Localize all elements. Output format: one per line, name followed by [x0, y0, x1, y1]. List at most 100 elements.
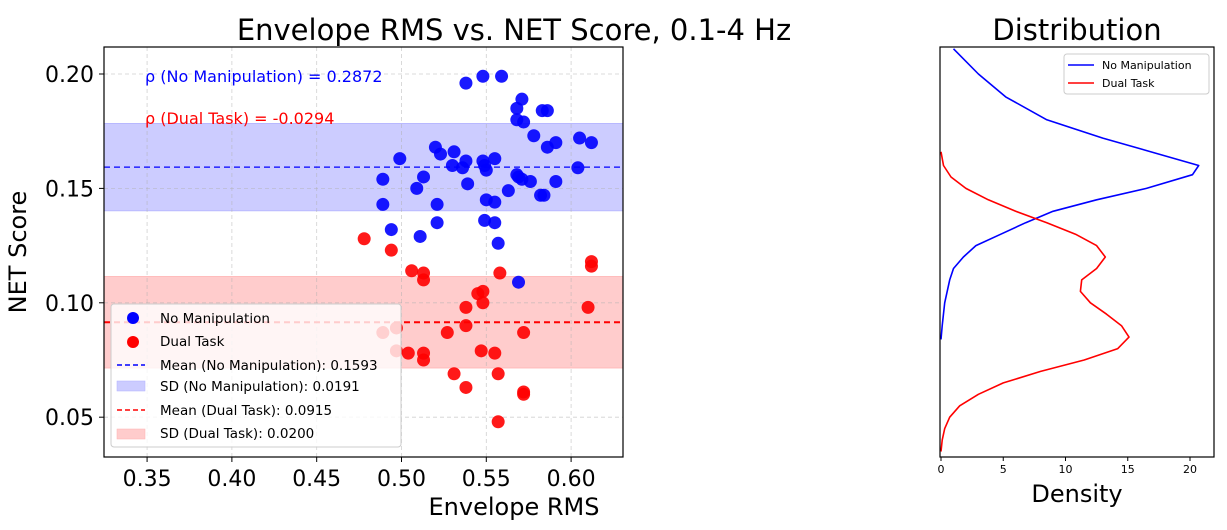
density-x-tick-label: 20 — [1183, 463, 1197, 476]
data-point — [493, 266, 507, 280]
scatter-panel: Envelope RMS vs. NET Score, 0.1-4 Hz 0.3… — [4, 13, 791, 521]
density-x-tick-label: 10 — [1059, 463, 1073, 476]
data-point — [459, 76, 473, 90]
x-tick-label: 0.55 — [462, 467, 511, 492]
data-point — [456, 161, 470, 175]
data-point — [476, 284, 490, 298]
data-point — [479, 163, 493, 177]
data-point — [476, 296, 490, 310]
data-point — [581, 300, 595, 314]
data-point — [478, 213, 492, 227]
data-point — [461, 177, 475, 191]
legend-label-no-manipulation: No Manipulation — [160, 311, 270, 327]
legend-label-sd-dual-task: SD (Dual Task): 0.0200 — [160, 426, 314, 442]
data-point — [445, 159, 459, 173]
data-point — [434, 147, 448, 161]
data-point — [540, 140, 554, 154]
data-point — [447, 145, 461, 159]
legend-sd-dual-task-patch — [116, 428, 146, 440]
data-point — [517, 387, 531, 401]
legend-marker-dual-task — [127, 336, 139, 348]
data-point — [584, 259, 598, 273]
scatter-axes-frame — [103, 46, 624, 458]
y-tick-label: 0.20 — [45, 63, 94, 88]
data-point — [376, 197, 390, 211]
y-axis-label: NET Score — [4, 191, 32, 314]
x-tick-label: 0.50 — [377, 467, 426, 492]
data-point — [488, 216, 502, 230]
data-point — [510, 101, 524, 115]
data-point — [571, 161, 585, 175]
density-x-axis-ticks: 0 5 10 15 20 — [938, 457, 1197, 476]
data-point — [517, 326, 531, 340]
annotation-rho-dual-task: ρ (Dual Task) = -0.0294 — [145, 109, 334, 128]
data-point — [512, 275, 526, 289]
density-axes-frame — [939, 46, 1215, 458]
x-tick-label: 0.60 — [547, 467, 596, 492]
scatter-title: Envelope RMS vs. NET Score, 0.1-4 Hz — [237, 13, 791, 47]
legend-label-mean-dual-task: Mean (Dual Task): 0.0915 — [160, 403, 332, 419]
data-point — [523, 175, 537, 189]
density-legend-label-no-manipulation: No Manipulation — [1102, 59, 1192, 72]
data-point — [584, 136, 598, 150]
data-point — [501, 184, 515, 198]
x-tick-label: 0.45 — [292, 467, 341, 492]
density-legend: No Manipulation Dual Task — [1063, 53, 1210, 95]
legend-label-dual-task: Dual Task — [160, 334, 225, 350]
data-point — [491, 415, 505, 429]
data-point — [410, 181, 424, 195]
data-point — [405, 264, 419, 278]
y-tick-label: 0.10 — [45, 292, 94, 317]
legend-sd-no-manipulation-patch — [116, 380, 146, 392]
y-tick-label: 0.05 — [45, 406, 94, 431]
data-point — [417, 273, 431, 287]
data-point — [488, 152, 502, 166]
density-panel: Distribution 0 5 10 15 20 Density No Manipul… — [938, 13, 1215, 508]
data-point — [430, 216, 444, 230]
x-tick-label: 0.35 — [123, 467, 172, 492]
data-point — [376, 172, 390, 186]
data-point — [476, 69, 490, 83]
density-x-tick-label: 15 — [1121, 463, 1135, 476]
data-point — [384, 243, 398, 257]
y-tick-label: 0.15 — [45, 177, 94, 202]
data-point — [495, 69, 509, 83]
data-point — [440, 326, 454, 340]
density-x-tick-label: 5 — [1000, 463, 1007, 476]
density-title: Distribution — [992, 13, 1161, 47]
density-x-tick-label: 0 — [938, 463, 945, 476]
data-point — [357, 232, 371, 246]
data-point — [401, 346, 415, 360]
legend-marker-no-manipulation — [127, 312, 139, 324]
data-point — [527, 129, 541, 143]
data-point — [488, 195, 502, 209]
data-point — [474, 344, 488, 358]
density-curves — [940, 48, 1200, 452]
data-point — [417, 353, 431, 367]
data-point — [393, 152, 407, 166]
x-axis-label: Envelope RMS — [429, 493, 600, 521]
mean-lines — [104, 166, 623, 324]
data-point — [430, 197, 444, 211]
annotation-rho-no-manipulation: ρ (No Manipulation) = 0.2872 — [145, 67, 383, 86]
data-point — [417, 170, 431, 184]
scatter-legend: No Manipulation Dual Task Mean (No Manip… — [110, 303, 402, 448]
x-tick-label: 0.40 — [207, 467, 256, 492]
data-point — [488, 346, 502, 360]
data-point — [459, 300, 473, 314]
data-point — [517, 115, 531, 129]
legend-label-sd-no-manipulation: SD (No Manipulation): 0.0191 — [160, 379, 360, 395]
density-x-axis-label: Density — [1031, 480, 1122, 508]
data-point — [384, 223, 398, 237]
density-legend-label-dual-task: Dual Task — [1102, 77, 1155, 90]
data-point — [537, 188, 551, 202]
data-point — [540, 104, 554, 118]
legend-label-mean-no-manipulation: Mean (No Manipulation): 0.1593 — [160, 358, 378, 374]
data-point — [491, 367, 505, 381]
data-point — [491, 236, 505, 250]
data-point — [413, 229, 427, 243]
data-point — [549, 175, 563, 189]
data-point — [573, 131, 587, 145]
data-point — [459, 319, 473, 333]
